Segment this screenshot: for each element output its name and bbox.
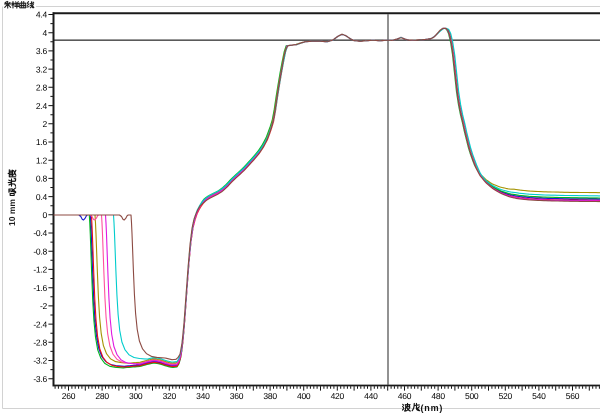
svg-text:0.8: 0.8 (36, 174, 48, 184)
svg-text:-0.8: -0.8 (33, 246, 47, 256)
svg-text:380: 380 (263, 391, 277, 401)
svg-text:540: 540 (532, 391, 546, 401)
svg-text:2.8: 2.8 (36, 83, 48, 93)
svg-text:0.4: 0.4 (36, 192, 48, 202)
svg-text:-2.4: -2.4 (33, 319, 47, 329)
svg-text:10 mm: 10 mm (7, 199, 17, 226)
svg-text:420: 420 (331, 391, 345, 401)
svg-text:440: 440 (364, 391, 378, 401)
svg-text:360: 360 (230, 391, 244, 401)
svg-text:480: 480 (431, 391, 445, 401)
svg-text:-3.2: -3.2 (33, 356, 47, 366)
svg-text:-3.6: -3.6 (33, 374, 47, 384)
svg-text:-1.2: -1.2 (33, 265, 47, 275)
svg-text:4.4: 4.4 (36, 10, 48, 20)
svg-text:3.2: 3.2 (36, 64, 48, 74)
svg-text:1.6: 1.6 (36, 137, 48, 147)
svg-text:340: 340 (196, 391, 210, 401)
svg-text:-0.4: -0.4 (33, 228, 47, 238)
svg-text:2.4: 2.4 (36, 101, 48, 111)
svg-text:460: 460 (398, 391, 412, 401)
svg-text:4: 4 (43, 28, 48, 38)
svg-text:3.6: 3.6 (36, 46, 48, 56)
svg-text:280: 280 (95, 391, 109, 401)
svg-text:2: 2 (43, 119, 48, 129)
svg-text:-2: -2 (40, 301, 48, 311)
svg-text:260: 260 (62, 391, 76, 401)
svg-text:560: 560 (566, 391, 580, 401)
svg-text:300: 300 (129, 391, 143, 401)
svg-text:400: 400 (297, 391, 311, 401)
svg-text:-1.6: -1.6 (33, 283, 47, 293)
svg-text:500: 500 (465, 391, 479, 401)
svg-text:-2.8: -2.8 (33, 338, 47, 348)
svg-text:1.2: 1.2 (36, 155, 48, 165)
svg-text:320: 320 (163, 391, 177, 401)
svg-text:0: 0 (43, 210, 48, 220)
svg-text:520: 520 (499, 391, 513, 401)
svg-text:(nm): (nm) (421, 403, 444, 413)
